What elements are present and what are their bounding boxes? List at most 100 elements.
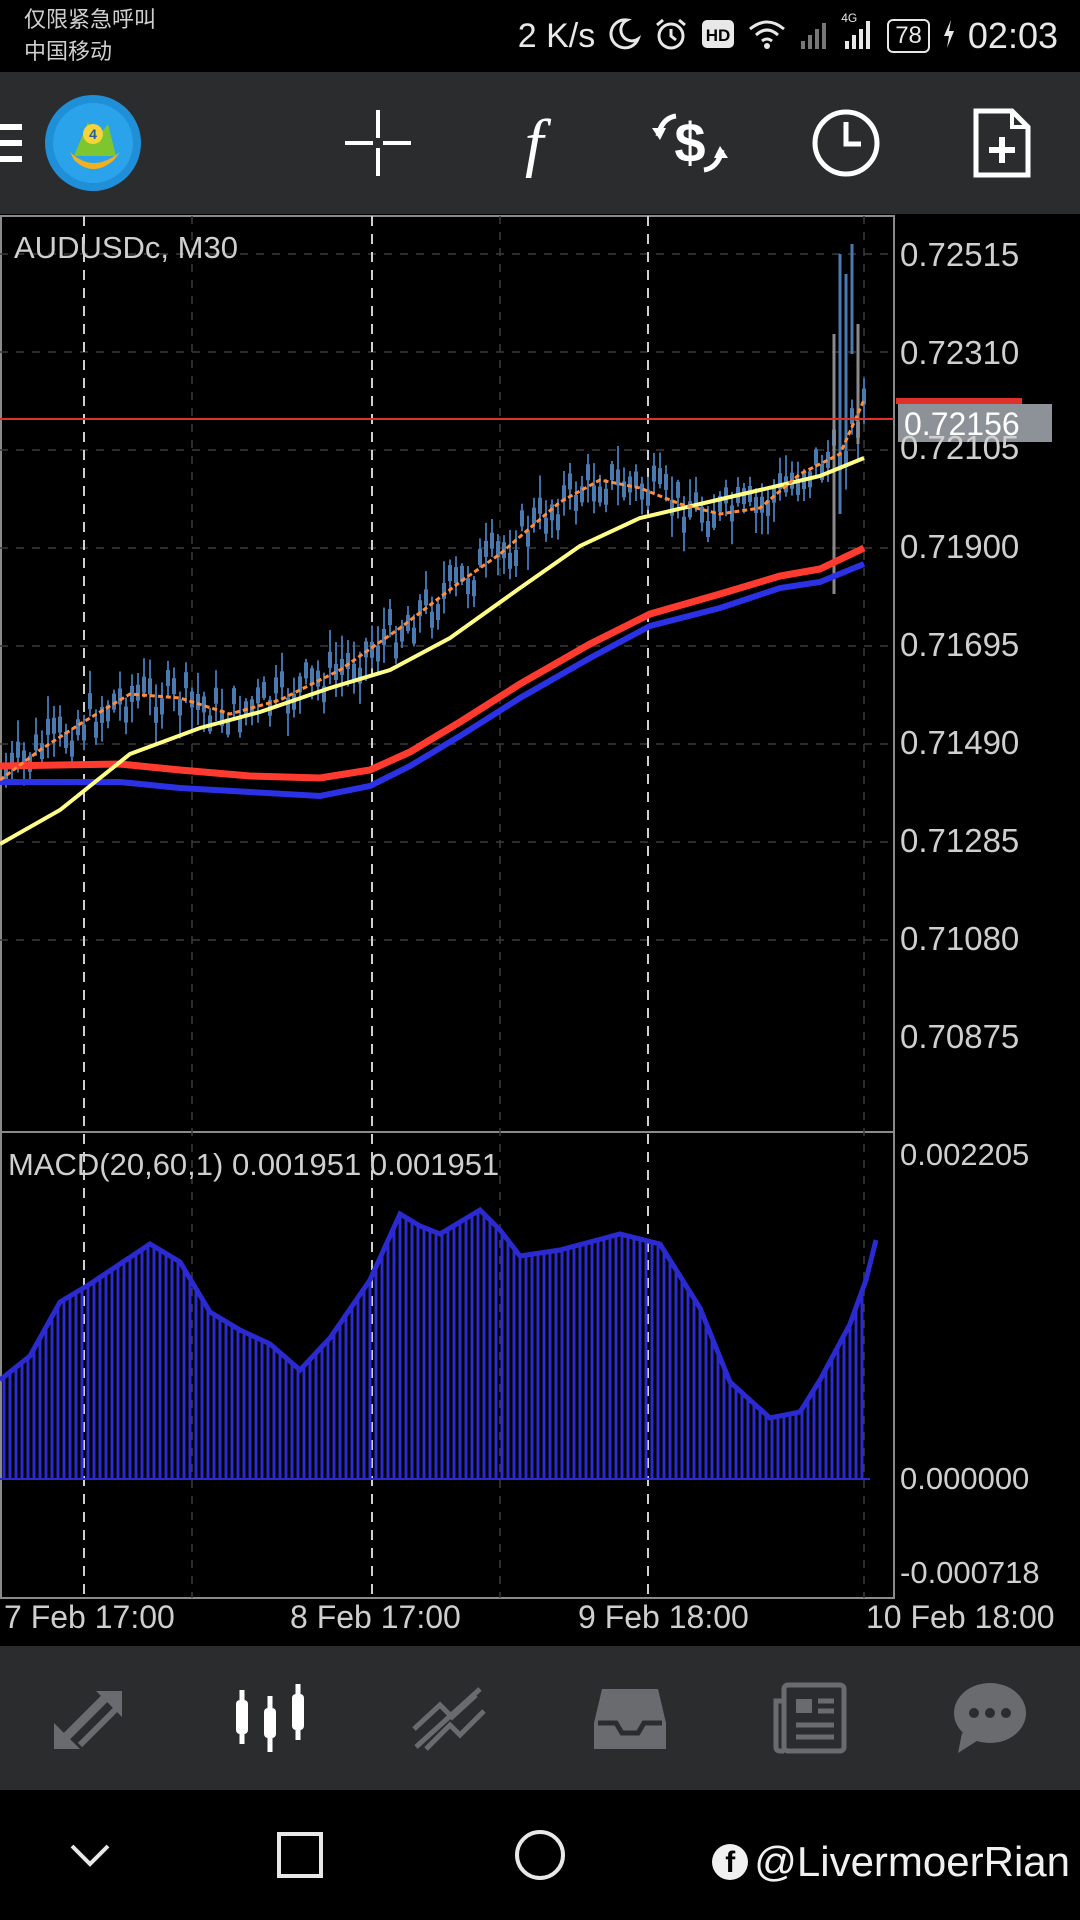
candle-body [220,709,224,726]
candle-body [436,604,440,621]
candle-body [640,483,644,500]
candle-body [352,663,356,680]
candle-body [88,693,92,710]
candle-body [520,510,524,527]
indicator-f-icon[interactable]: f [474,72,594,214]
moving-average-yellow [0,456,865,846]
home-button[interactable] [500,1820,580,1890]
candle-body [184,672,188,689]
candle-body [4,767,8,784]
candle-body [256,687,260,704]
candle-body [646,489,650,506]
candle-body [538,497,542,514]
price-tick: 0.72310 [900,334,1019,371]
candle-body [592,485,596,502]
candle-body [664,473,668,490]
new-document-icon[interactable] [942,72,1062,214]
candle-body [58,716,62,733]
candle-body [82,724,86,741]
dollar-arrows-icon[interactable]: $ [630,72,750,214]
candle-body [52,717,56,734]
candle-body [568,473,572,490]
candle-body [820,463,824,480]
candle-body [394,642,398,659]
candle-body [670,499,674,516]
candle-body [700,506,704,523]
candle-body [694,492,698,509]
macd-tick: 0.000000 [900,1461,1029,1496]
price-tick: 0.70875 [900,1018,1019,1055]
candle-body [760,496,764,513]
bottom-navigation [0,1646,1080,1790]
candle-body [532,507,536,524]
candle-body [118,688,122,705]
system-navigation-bar: f @LivermoerRian [0,1790,1080,1920]
candle-body [40,743,44,760]
candle-body [862,388,866,405]
signal-4g-icon: 4G [841,11,875,56]
candle-body [766,500,770,517]
candle-body [430,611,434,628]
watermark: f @LivermoerRian [712,1838,1070,1886]
chart-icon[interactable] [180,1646,360,1790]
candle-body [574,494,578,511]
candle-body [76,719,80,736]
alarm-icon [653,16,689,57]
candle-body [10,752,14,769]
time-axis: 7 Feb 17:00 8 Feb 17:00 9 Feb 18:00 10 F… [4,1599,1055,1635]
candle-body [730,505,734,522]
candle-body [226,718,230,735]
metatrader-logo-icon[interactable]: 4 [38,72,148,214]
candle-body [706,520,710,537]
candle-body [166,670,170,687]
day-separators [83,216,649,1598]
history-icon[interactable] [540,1646,720,1790]
news-icon[interactable] [720,1646,900,1790]
candle-body [514,549,518,566]
candle-body [442,582,446,599]
trade-icon[interactable] [360,1646,540,1790]
time-label: 9 Feb 18:00 [578,1599,749,1635]
candle-body [154,706,158,723]
candle-body [676,481,680,498]
candle-body [688,501,692,518]
candle-body [238,716,242,733]
chevron-down-icon[interactable] [50,1820,130,1890]
candle-body [610,464,614,481]
candle-body [418,600,422,617]
candle-body [124,706,128,723]
charging-icon [942,19,956,54]
moving-average-red [0,544,866,782]
candle-body [22,750,26,767]
candle-body [826,451,830,468]
crosshair-icon[interactable] [318,72,438,214]
candle-body [472,580,476,597]
candle-body [16,741,20,758]
recent-apps-button[interactable] [260,1820,340,1890]
candle-body [796,478,800,495]
candle-body [94,721,98,738]
price-tick: 0.71080 [900,920,1019,957]
chat-icon[interactable] [900,1646,1080,1790]
candle-body [388,609,392,626]
moving-average-blue [0,561,866,800]
clock-icon[interactable] [786,72,906,214]
candlestick-series [4,244,866,788]
quotes-icon[interactable] [0,1646,180,1790]
candle-body [370,641,374,658]
candle-body [682,516,686,533]
wifi-icon [747,17,787,56]
current-price-label-bg [898,404,1052,442]
chart-svg[interactable]: 0.72156 AUDUSDc, M30 0.72515 0.72310 0.7… [0,214,1080,1646]
candle-body [454,567,458,584]
candle-body [130,685,134,702]
candle-body [400,625,404,642]
carrier-emergency-text: 仅限紧急呼叫 [24,7,157,32]
candle-body [562,485,566,502]
chart-area[interactable]: 0.72156 AUDUSDc, M30 0.72515 0.72310 0.7… [0,214,1080,1646]
candle-body [382,628,386,645]
menu-icon[interactable] [0,72,40,214]
svg-text:f: f [525,108,552,178]
symbol-timeframe-label: AUDUSDc, M30 [14,230,238,265]
candle-body [550,504,554,521]
